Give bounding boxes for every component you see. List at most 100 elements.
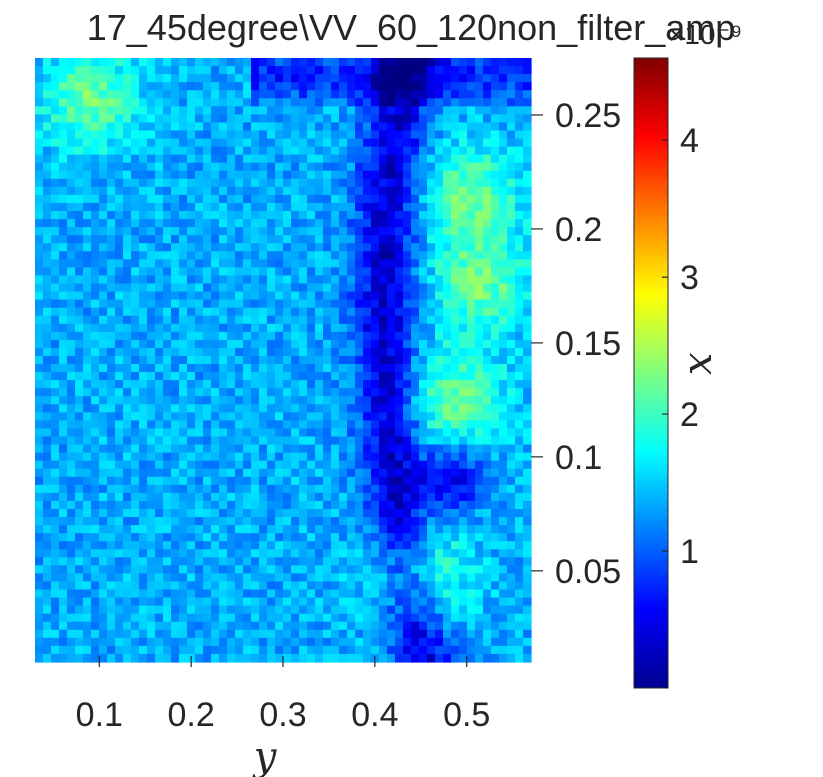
heatmap-cell: [267, 396, 276, 405]
heatmap-cell: [251, 219, 260, 228]
heatmap-cell: [483, 621, 492, 631]
heatmap-cell: [155, 396, 164, 405]
heatmap-cell: [187, 412, 196, 421]
heatmap-cell: [91, 581, 100, 591]
heatmap-cell: [483, 404, 492, 413]
heatmap-cell: [115, 347, 124, 357]
heatmap-cell: [83, 162, 92, 172]
heatmap-cell: [275, 227, 284, 236]
heatmap-cell: [363, 500, 372, 510]
heatmap-cell: [259, 388, 268, 397]
heatmap-cell: [291, 541, 300, 550]
heatmap-cell: [243, 549, 252, 558]
heatmap-cell: [195, 138, 204, 148]
heatmap-cell: [459, 283, 468, 293]
heatmap-cell: [219, 299, 228, 309]
heatmap-cell: [395, 645, 404, 655]
heatmap-cell: [283, 388, 292, 397]
heatmap-cell: [83, 589, 92, 599]
heatmap-cell: [315, 74, 324, 83]
heatmap-cell: [195, 90, 204, 99]
heatmap-cell: [259, 508, 268, 518]
heatmap-cell: [427, 130, 436, 140]
heatmap-cell: [219, 621, 228, 631]
heatmap-cell: [475, 355, 484, 365]
heatmap-cell: [307, 420, 316, 430]
heatmap-cell: [179, 605, 188, 615]
heatmap-cell: [419, 525, 428, 534]
heatmap-cell: [195, 227, 204, 236]
heatmap-cell: [483, 428, 492, 438]
heatmap-cell: [139, 444, 148, 454]
heatmap-cell: [251, 106, 260, 115]
heatmap-cell: [475, 452, 484, 462]
heatmap-cell: [243, 315, 252, 325]
heatmap-cell: [219, 106, 228, 115]
heatmap-cell: [475, 267, 484, 277]
heatmap-cell: [355, 508, 364, 518]
heatmap-cell: [275, 581, 284, 591]
heatmap-cell: [211, 307, 220, 317]
heatmap-cell: [83, 194, 92, 204]
heatmap-cell: [339, 114, 348, 124]
heatmap-cell: [355, 315, 364, 325]
heatmap-cell: [51, 573, 60, 583]
heatmap-cell: [339, 170, 348, 180]
heatmap-cell: [179, 468, 188, 478]
heatmap-cell: [67, 436, 76, 446]
heatmap-cell: [515, 380, 524, 389]
heatmap-cell: [411, 605, 420, 615]
heatmap-cell: [315, 114, 324, 124]
heatmap-cell: [499, 130, 508, 140]
heatmap-cell: [459, 315, 468, 325]
heatmap-cell: [139, 452, 148, 462]
heatmap-cell: [243, 484, 252, 494]
heatmap-cell: [179, 170, 188, 180]
heatmap-cell: [523, 476, 532, 486]
heatmap-cell: [67, 227, 76, 236]
heatmap-cell: [387, 323, 396, 333]
heatmap-cell: [355, 492, 364, 502]
heatmap-cell: [379, 452, 388, 462]
heatmap-cell: [307, 58, 316, 67]
heatmap-cell: [171, 476, 180, 486]
heatmap-cell: [251, 460, 260, 470]
heatmap-cell: [211, 404, 220, 413]
heatmap-cell: [139, 291, 148, 301]
heatmap-cell: [467, 549, 476, 558]
heatmap-cell: [387, 653, 396, 663]
heatmap-cell: [419, 581, 428, 591]
heatmap-cell: [187, 267, 196, 277]
heatmap-cell: [147, 138, 156, 148]
heatmap-cell: [435, 339, 444, 349]
heatmap-cell: [259, 396, 268, 405]
heatmap-cell: [75, 122, 84, 132]
heatmap-cell: [267, 492, 276, 502]
heatmap-cell: [147, 243, 156, 252]
heatmap-cell: [419, 202, 428, 212]
heatmap-cell: [459, 573, 468, 583]
heatmap-cell: [43, 106, 52, 115]
heatmap-cell: [147, 291, 156, 301]
heatmap-cell: [283, 460, 292, 470]
heatmap-cell: [99, 492, 108, 502]
heatmap-cell: [219, 178, 228, 188]
heatmap-cell: [139, 66, 148, 75]
heatmap-cell: [163, 138, 172, 148]
heatmap-cell: [179, 517, 188, 526]
heatmap-cell: [243, 428, 252, 438]
heatmap-cell: [67, 186, 76, 196]
heatmap-cell: [387, 460, 396, 470]
heatmap-cell: [243, 420, 252, 430]
heatmap-cell: [483, 66, 492, 75]
heatmap-cell: [171, 58, 180, 67]
heatmap-cell: [163, 331, 172, 341]
heatmap-cell: [379, 468, 388, 478]
heatmap-cell: [147, 428, 156, 438]
heatmap-cell: [363, 412, 372, 421]
heatmap-cell: [491, 581, 500, 591]
heatmap-cell: [91, 420, 100, 430]
heatmap-cell: [115, 597, 124, 607]
heatmap-cell: [99, 645, 108, 655]
heatmap-cell: [323, 404, 332, 413]
